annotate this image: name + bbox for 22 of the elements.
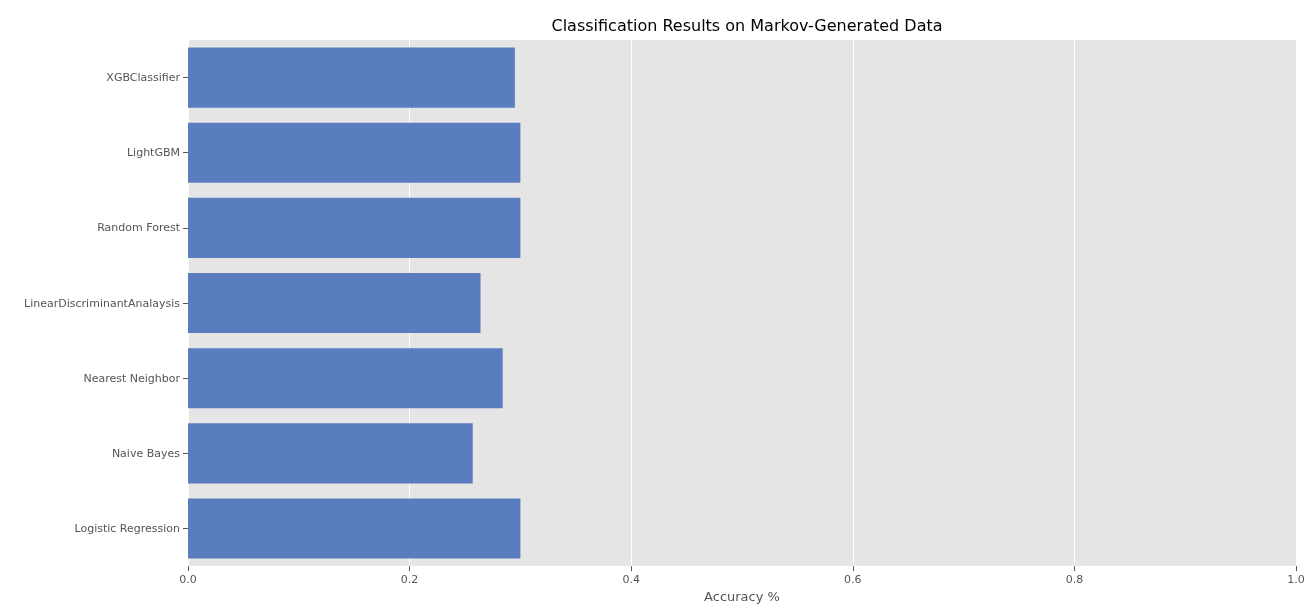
y-tick-label: XGBClassifier [106,71,181,85]
bar [188,122,521,183]
y-tick-label: LightGBM [126,146,180,160]
x-tick-label: 1.0 [1287,573,1305,587]
y-tick-label: Naive Bayes [111,446,181,460]
y-tick-label: Random Forest [97,221,181,235]
bar [188,423,473,484]
bar [188,197,521,258]
x-tick-label: 0.0 [179,573,197,587]
x-tick-label: 0.6 [844,573,862,587]
y-tick-label: LinearDiscriminantAnalaysis [24,296,181,310]
chart-title: Classification Results on Markov-Generated Data [551,15,943,35]
y-tick-label: Nearest Neighbor [83,371,181,385]
x-tick-label: 0.4 [622,573,640,587]
bar [188,498,521,559]
bar [188,272,481,334]
x-tick-label: 0.8 [1065,573,1084,587]
x-tick-label: 0.2 [400,573,419,587]
bar [188,348,503,409]
x-axis-title: Accuracy % [704,589,780,604]
bar [188,47,515,108]
y-tick-label: Logistic Regression [74,522,181,536]
